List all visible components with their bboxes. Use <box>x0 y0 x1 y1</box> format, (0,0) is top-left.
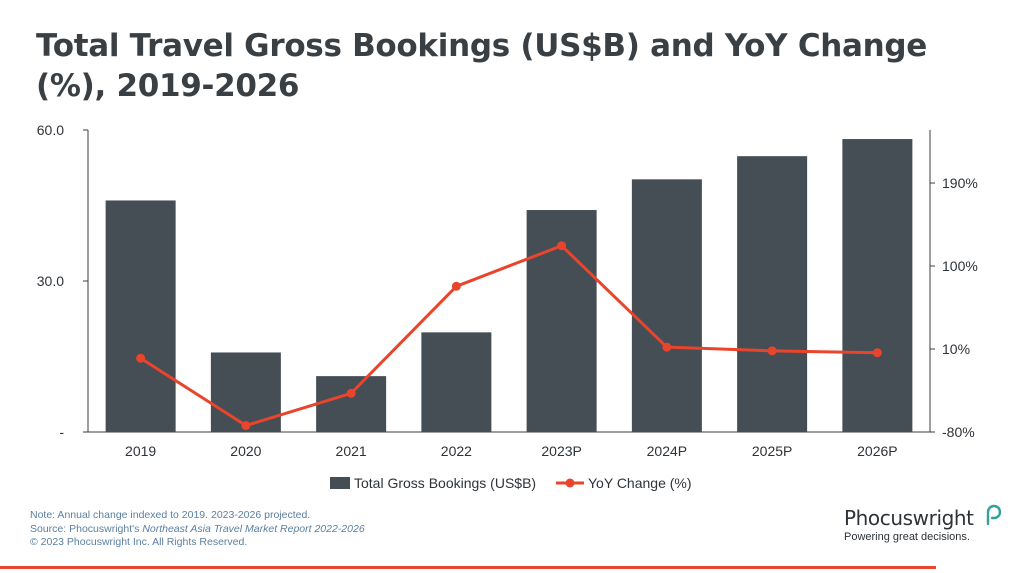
legend-label-bars: Total Gross Bookings (US$B) <box>354 475 536 491</box>
x-tick-label: 2022 <box>441 443 472 459</box>
bar <box>210 352 281 432</box>
x-tick-label: 2021 <box>336 443 367 459</box>
legend-swatch-bars <box>330 477 350 489</box>
bar <box>737 156 808 432</box>
yoy-point <box>767 346 777 356</box>
yoy-point <box>872 348 882 358</box>
footnote: Note: Annual change indexed to 2019. 202… <box>30 509 365 550</box>
speech-bubble-icon <box>986 504 1002 526</box>
yoy-point <box>662 342 672 352</box>
x-tick-label: 2023P <box>541 443 581 459</box>
bar <box>631 179 702 432</box>
x-tick-label: 2019 <box>125 443 156 459</box>
footnote-source-prefix: Source: Phocuswright's <box>30 522 143 535</box>
bar <box>842 139 913 432</box>
chart-area: - 30.0 60.0 -80% 10% 100% 190% 2019 2020 2021 2022… <box>37 122 978 491</box>
right-tick-label: 100% <box>942 258 978 274</box>
yoy-point <box>557 241 567 251</box>
footnote-source: Source: Phocuswright's Northeast Asia Tr… <box>30 523 365 537</box>
x-tick-label: 2024P <box>647 443 687 459</box>
bar <box>421 332 492 432</box>
left-tick-label: 30.0 <box>37 273 64 289</box>
yoy-point <box>451 281 461 291</box>
brand-name: Phocuswright <box>844 506 974 530</box>
legend-label-line: YoY Change (%) <box>588 475 692 491</box>
yoy-point <box>136 353 146 363</box>
right-tick-label: -80% <box>942 424 975 440</box>
chart-title: Total Travel Gross Bookings (US$B) and Y… <box>36 28 928 104</box>
footnote-source-title: Northeast Asia Travel Market Report 2022… <box>142 522 365 535</box>
right-tick-label: 190% <box>942 175 978 191</box>
x-tick-label: 2025P <box>752 443 792 459</box>
right-tick-label: 10% <box>942 341 970 357</box>
brand-tagline: Powering great decisions. <box>844 531 970 543</box>
bar <box>105 200 176 432</box>
legend-swatch-marker <box>565 478 575 488</box>
x-tick-label: 2026P <box>857 443 897 459</box>
yoy-line <box>139 244 878 428</box>
left-tick-label: - <box>59 424 64 440</box>
yoy-point <box>346 388 356 398</box>
left-tick-label: 60.0 <box>37 122 64 138</box>
footnote-note: Note: Annual change indexed to 2019. 202… <box>30 509 311 521</box>
accent-bar <box>0 566 936 569</box>
bar <box>316 376 387 432</box>
brand-logo: Phocuswright Powering great decisions. <box>844 504 1002 543</box>
x-tick-label: 2020 <box>230 443 261 459</box>
footnote-copyright: © 2023 Phocuswright Inc. All Rights Rese… <box>30 536 248 548</box>
yoy-point <box>241 421 251 431</box>
